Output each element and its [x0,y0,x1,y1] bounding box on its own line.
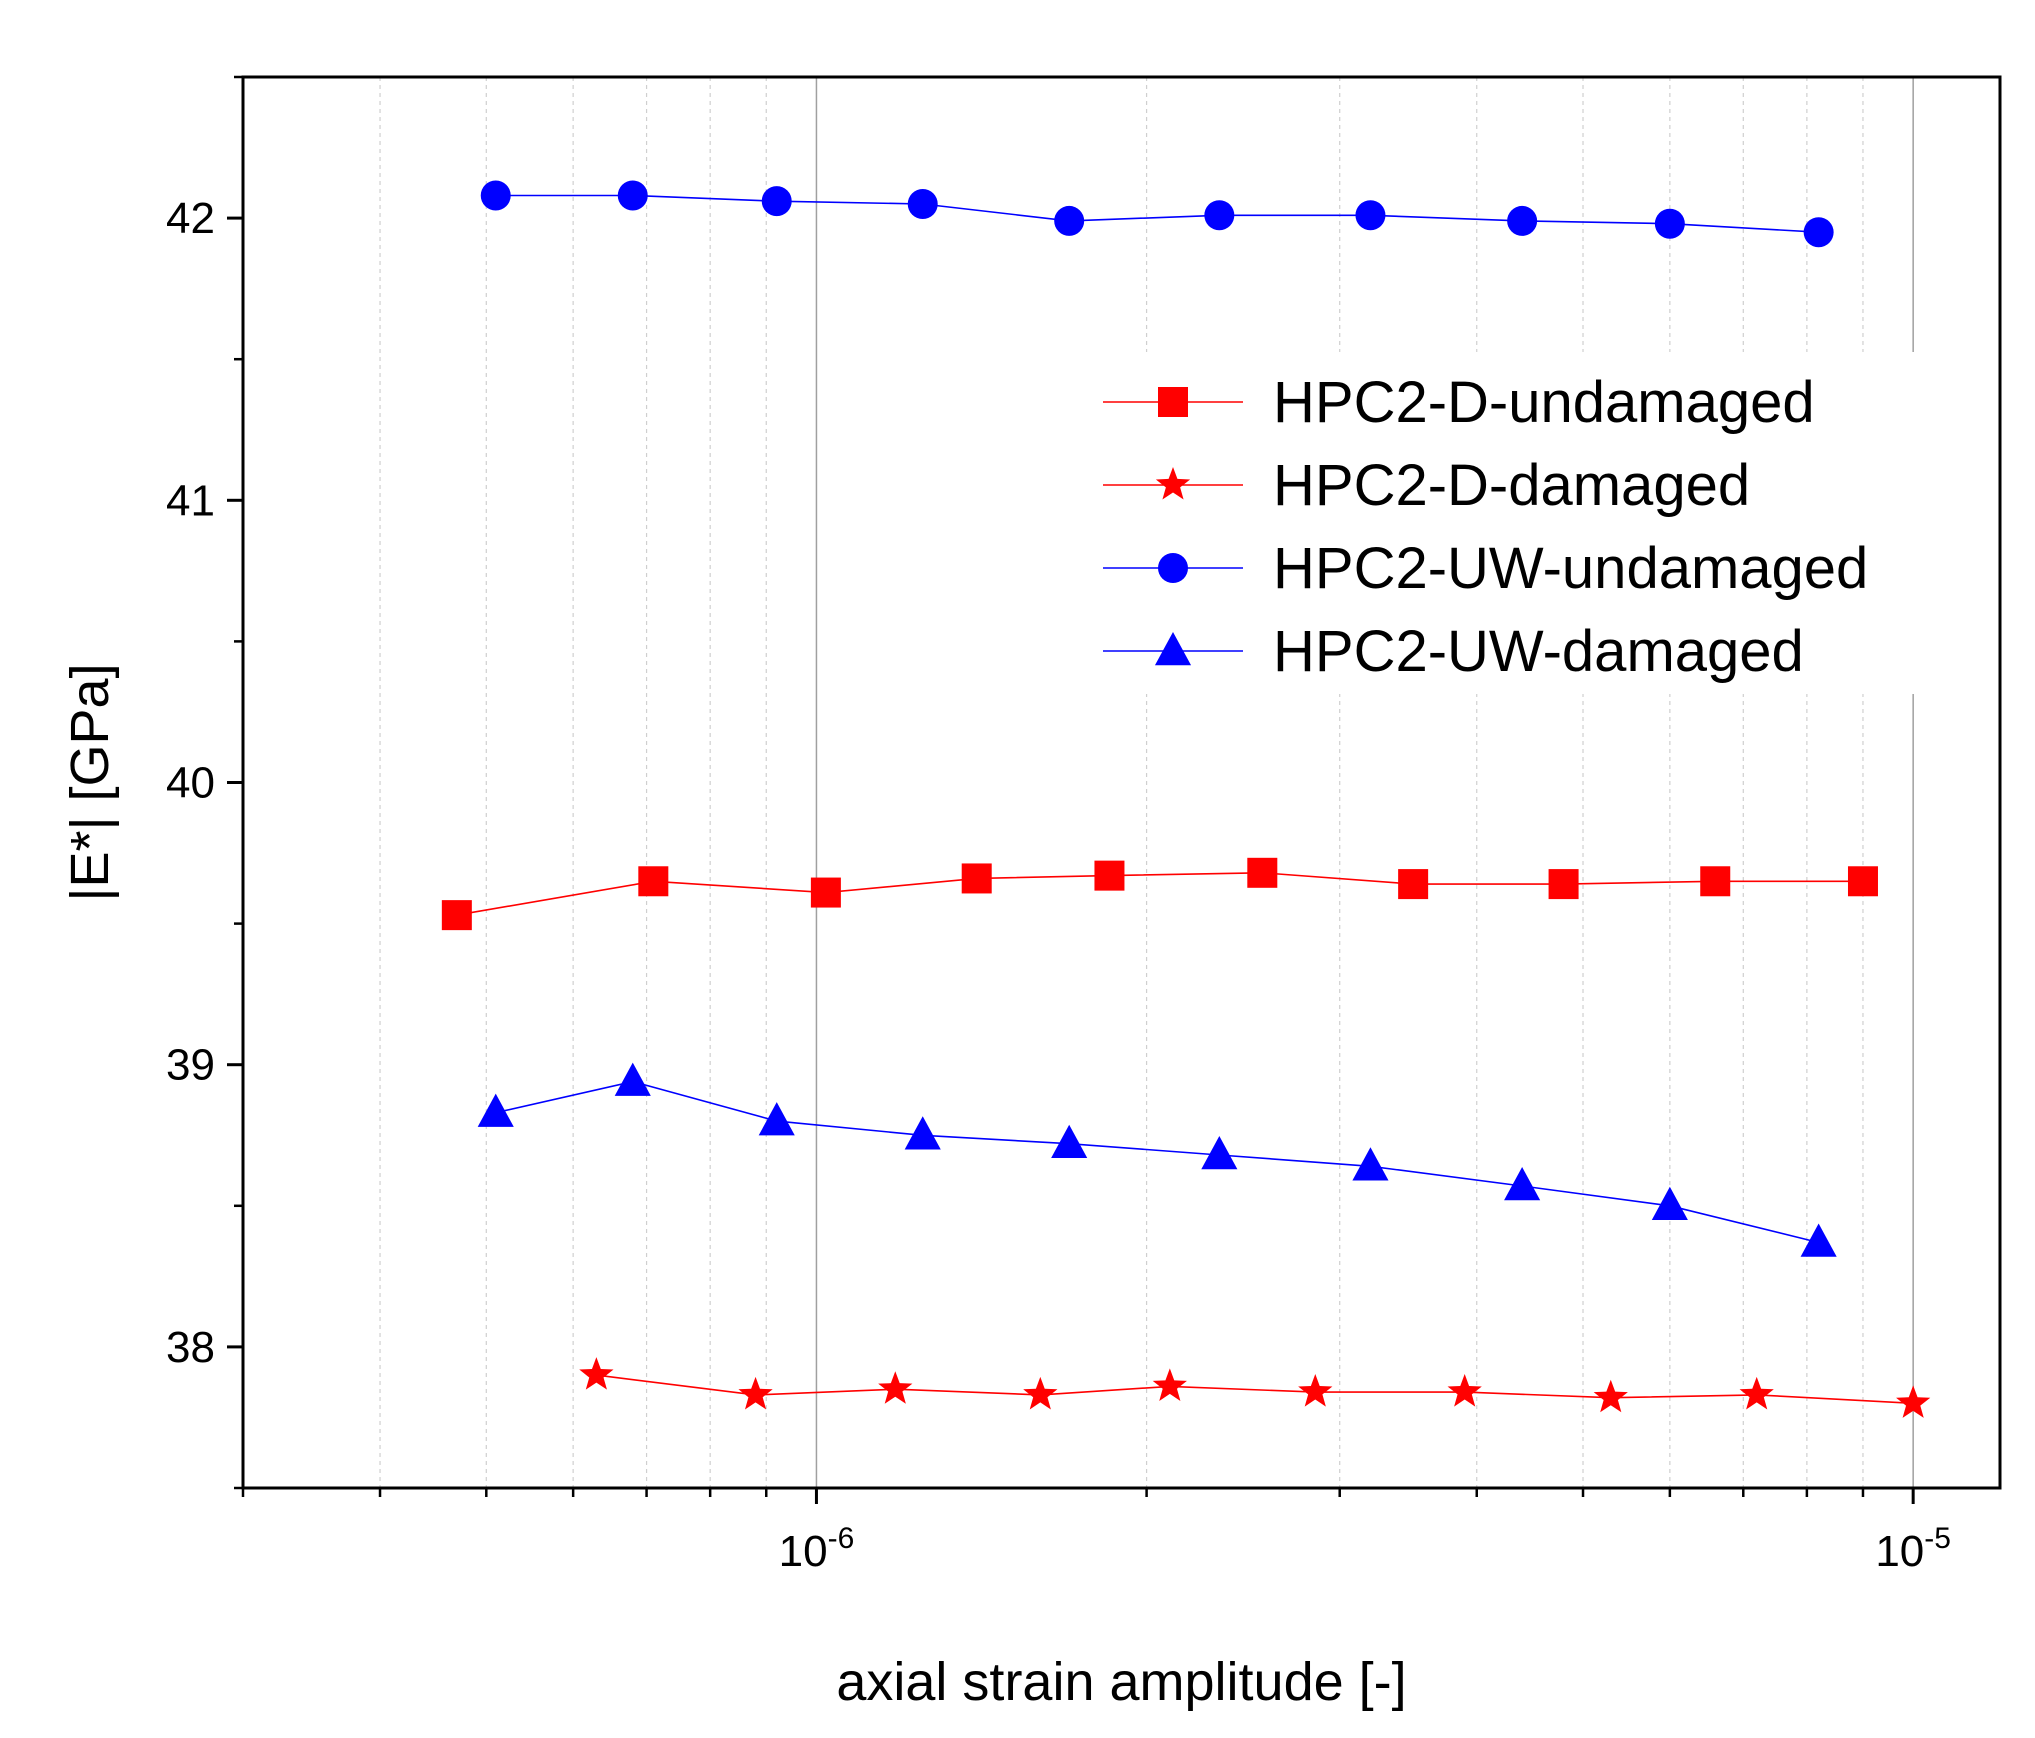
data-point [579,1357,614,1390]
data-point [904,1116,941,1150]
legend-marker [1154,632,1192,666]
data-point [1298,1374,1333,1407]
x-axis-title: axial strain amplitude [-] [836,1652,1406,1712]
data-point [1247,857,1278,888]
legend-label: HPC2-UW-undamaged [1273,536,1868,601]
legend-marker [1158,553,1188,583]
y-axis-title: |E*| [GPa] [60,663,120,901]
series-line [495,1080,1819,1244]
data-point [1023,1376,1058,1410]
data-point [1355,200,1386,231]
series-HPC2-UW-damaged [477,1062,1837,1257]
legend-item: HPC2-D-damaged [1103,453,1750,518]
data-point [1398,869,1429,900]
data-point [1507,205,1538,236]
series-line [456,871,1863,916]
legend-item: HPC2-UW-undamaged [1103,536,1868,601]
series-HPC2-D-undamaged [441,857,1878,931]
legend-item: HPC2-UW-damaged [1103,619,1804,684]
data-point [441,900,472,931]
data-point [961,863,992,894]
data-point [1700,866,1731,897]
data-point [614,1062,651,1096]
data-point [1800,1223,1837,1257]
data-point [1504,1167,1541,1201]
data-point [1094,860,1125,891]
data-point [1201,1136,1238,1170]
data-point [1739,1376,1774,1410]
data-point [1152,1368,1187,1401]
data-point [1896,1385,1931,1418]
legend-label: HPC2-D-damaged [1273,453,1750,518]
series-line [495,194,1819,233]
series-line [596,1374,1914,1405]
data-point [477,1093,514,1127]
data-point [761,186,792,217]
y-tick-label: 40 [166,759,215,808]
data-point [617,180,648,211]
data-point [1447,1374,1482,1407]
data-point [1548,869,1579,900]
x-tick-label: 10-6 [779,1522,855,1576]
data-point [1847,866,1878,897]
legend-marker [1158,387,1188,417]
data-point [1654,208,1685,239]
data-point [1593,1379,1628,1413]
legend-label: HPC2-UW-damaged [1273,619,1804,684]
series-HPC2-D-damaged [579,1357,1931,1418]
data-point [1051,1124,1088,1158]
data-point [638,866,669,897]
data-point [810,877,841,908]
data-point [878,1371,913,1404]
data-point [907,188,938,219]
legend-item: HPC2-D-undamaged [1103,370,1815,435]
legend-marker [1155,467,1191,500]
legend-background [1085,352,1995,694]
data-point [480,180,511,211]
data-point [738,1376,773,1410]
y-tick-label: 39 [166,1041,215,1090]
series-HPC2-UW-undamaged [480,180,1834,248]
data-point [1054,205,1085,236]
grid [242,77,1914,1488]
legend-label: HPC2-D-undamaged [1273,370,1815,435]
data-point [758,1102,795,1136]
tick-labels: 10-6 10-5 38 39 40 41 42 [166,194,1951,1576]
x-tick-label: 10-5 [1875,1522,1951,1576]
data-point [1651,1186,1688,1221]
data-point [1352,1147,1389,1181]
data-point [1204,200,1235,231]
legend: HPC2-D-undamaged HPC2-D-damaged HPC2-UW-un… [1103,370,1868,684]
data-point [1803,217,1834,248]
y-tick-label: 41 [166,476,215,525]
y-tick-label: 42 [166,194,215,243]
axis-ticks [227,75,1915,1504]
y-tick-label: 38 [166,1323,215,1372]
series-group [441,180,1931,1418]
